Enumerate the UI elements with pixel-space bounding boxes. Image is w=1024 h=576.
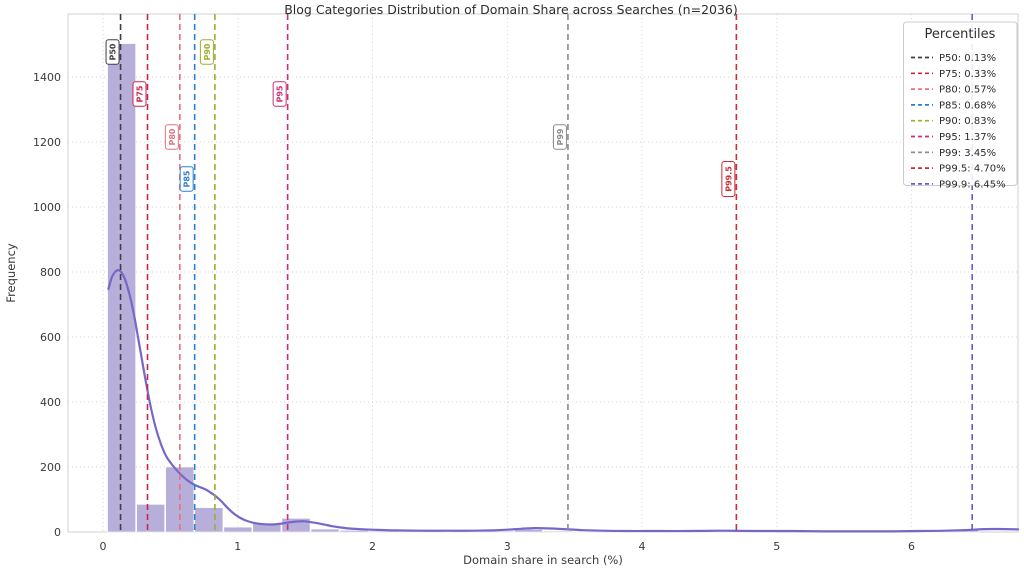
x-tick-label: 6 <box>908 540 915 553</box>
plot-border <box>67 13 1019 533</box>
legend-entry-label: P95: 1.37% <box>939 132 996 143</box>
x-tick-label: 0 <box>100 540 107 553</box>
percentile-label-p85: P85 <box>179 166 194 192</box>
histogram-bar <box>339 530 369 533</box>
percentile-label-p99: P99 <box>552 124 567 150</box>
y-tick-label: 0 <box>54 526 61 539</box>
legend-entry: P80: 0.57% <box>911 85 996 96</box>
legend-entry-label: P99.5: 4.70% <box>939 164 1006 175</box>
percentile-label-box <box>179 166 194 192</box>
percentile-label-box <box>552 124 567 150</box>
percentile-label-box <box>105 39 120 65</box>
legend-entry-label: P85: 0.68% <box>939 100 996 111</box>
percentile-label-text: P99.5 <box>724 166 733 192</box>
legend-entry-label: P99.9: 6.45% <box>939 179 1006 190</box>
histogram-bar <box>310 528 340 533</box>
axis-ticks-layer: 0 200 400 600 800 1000 1200 1400 0 1 2 3 4 5 6 <box>33 71 915 553</box>
legend-entry-label: P99: 3.45% <box>939 148 996 159</box>
kde-curve-layer <box>107 269 1020 533</box>
y-axis-title: Frequency <box>4 243 18 303</box>
y-tick-label: 1000 <box>33 201 61 214</box>
percentile-label-text: P95 <box>276 85 285 102</box>
legend-title: Percentiles <box>925 27 996 42</box>
x-axis-title: Domain share in search (%) <box>463 553 623 567</box>
chart-title: Blog Categories Distribution of Domain S… <box>284 2 738 17</box>
legend-entry: P99: 3.45% <box>911 148 996 159</box>
percentile-label-text: P99 <box>556 128 565 145</box>
legend-entry-label: P50: 0.13% <box>939 53 996 64</box>
percentile-label-text: P85 <box>183 170 192 187</box>
percentile-label-p90: P90 <box>199 39 214 65</box>
percentile-label-p80: P80 <box>164 124 179 150</box>
legend-entry: P99.5: 4.70% <box>911 164 1006 175</box>
legend-entry: P75: 0.33% <box>911 69 996 80</box>
x-tick-label: 3 <box>504 540 511 553</box>
legend-entry: P95: 1.37% <box>911 132 996 143</box>
kde-curve <box>107 269 1020 533</box>
percentile-label-box <box>132 81 147 107</box>
legend-entry: P99.9: 6.45% <box>911 179 1006 190</box>
percentile-label-p95: P95 <box>272 81 287 107</box>
percentile-label-p50: P50 <box>105 39 120 65</box>
legend-entry-label: P80: 0.57% <box>939 85 996 96</box>
percentile-label-p99_5: P99.5 <box>721 161 736 197</box>
x-tick-label: 4 <box>639 540 646 553</box>
y-tick-label: 1200 <box>33 136 61 149</box>
percentile-label-text: P80 <box>168 128 177 145</box>
y-tick-label: 200 <box>40 461 61 474</box>
percentile-label-box <box>199 39 214 65</box>
legend-entry-label: P90: 0.83% <box>939 116 996 127</box>
x-tick-label: 1 <box>234 540 241 553</box>
percentile-label-text: P90 <box>203 43 212 60</box>
percentile-label-box <box>721 161 736 197</box>
y-tick-label: 800 <box>40 266 61 279</box>
histogram-bar <box>194 507 224 533</box>
histogram-bar <box>543 530 572 533</box>
percentile-label-box <box>272 81 287 107</box>
y-tick-label: 1400 <box>33 71 61 84</box>
percentile-label-text: P50 <box>109 43 118 60</box>
legend-frame <box>903 21 1018 186</box>
y-tick-label: 600 <box>40 331 61 344</box>
histogram-bar <box>252 522 282 533</box>
histogram-bar <box>223 526 253 533</box>
legend-entry-label: P75: 0.33% <box>939 69 996 80</box>
grid-layer <box>68 14 1018 533</box>
percentile-labels-layer: P50 P75 P80 P85 P90 P95 P99 P99.5 <box>105 39 736 197</box>
percentile-label-text: P75 <box>136 85 145 102</box>
legend-entry: P50: 0.13% <box>911 53 996 64</box>
histogram-bar <box>107 43 136 533</box>
y-tick-label: 400 <box>40 396 61 409</box>
percentile-label-box <box>164 124 179 150</box>
percentile-lines-layer <box>119 14 973 532</box>
x-tick-label: 5 <box>773 540 780 553</box>
percentile-label-p75: P75 <box>132 81 147 107</box>
histogram-bar <box>136 504 165 533</box>
legend: Percentiles P50: 0.13% P75: 0.33% P80: 0.57… <box>903 21 1018 190</box>
legend-entry: P90: 0.83% <box>911 116 996 127</box>
x-tick-label: 2 <box>369 540 376 553</box>
legend-entry: P85: 0.68% <box>911 100 996 111</box>
